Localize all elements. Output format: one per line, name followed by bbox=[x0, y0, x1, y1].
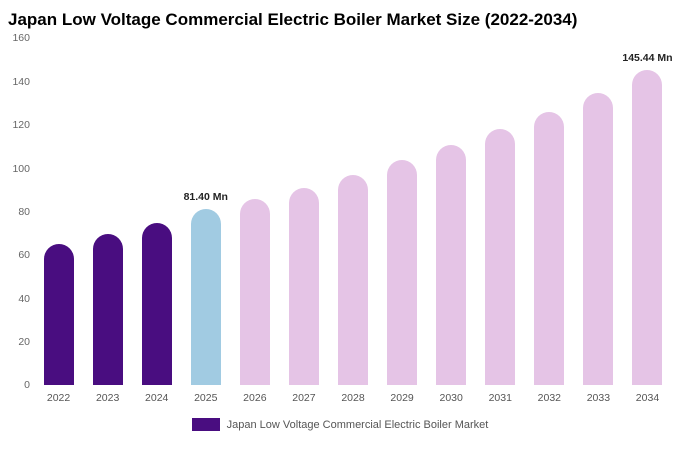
bar-value-label: 81.40 Mn bbox=[183, 190, 228, 203]
bar-column: 2024 bbox=[132, 38, 181, 404]
x-axis-label: 2028 bbox=[341, 392, 365, 405]
bar bbox=[485, 129, 516, 386]
bar-area bbox=[34, 38, 83, 386]
bar-column: 2033 bbox=[574, 38, 623, 404]
bar-column: 81.40 Mn 2025 bbox=[181, 38, 230, 405]
bar-column: 2026 bbox=[230, 38, 279, 404]
legend-label: Japan Low Voltage Commercial Electric Bo… bbox=[226, 418, 489, 431]
x-axis-label: 2031 bbox=[488, 392, 512, 405]
y-tick-label: 100 bbox=[12, 162, 30, 175]
bar-area bbox=[427, 38, 476, 386]
bar-area bbox=[476, 38, 525, 386]
x-axis-label: 2027 bbox=[292, 392, 316, 405]
x-axis-label: 2033 bbox=[586, 392, 611, 405]
x-axis-label: 2023 bbox=[95, 392, 120, 405]
x-axis-label: 2029 bbox=[390, 392, 414, 405]
bar bbox=[632, 69, 663, 386]
bar-column: 2022 bbox=[34, 38, 83, 404]
bar bbox=[43, 244, 74, 386]
page-title: Japan Low Voltage Commercial Electric Bo… bbox=[8, 10, 578, 29]
y-tick-label: 140 bbox=[12, 75, 30, 88]
y-tick-label: 40 bbox=[18, 292, 30, 305]
y-tick-label: 20 bbox=[18, 336, 30, 349]
y-tick-label: 60 bbox=[18, 249, 30, 262]
bar bbox=[141, 222, 172, 386]
y-axis: 0 20 40 60 80 100 120 140 160 bbox=[8, 32, 34, 391]
bar-area bbox=[574, 38, 623, 386]
x-axis-label: 2030 bbox=[439, 392, 463, 405]
bar-column: 2030 bbox=[427, 38, 476, 404]
bar-column: 2027 bbox=[279, 38, 328, 404]
x-axis-label: 2024 bbox=[145, 392, 169, 405]
x-axis-label: 2026 bbox=[243, 392, 267, 405]
bar-column: 145.44 Mn 2034 bbox=[622, 38, 673, 405]
x-axis-label: 2034 bbox=[635, 392, 660, 405]
bar-chart: 0 20 40 60 80 100 120 140 160 2022 2023 2024 81.40 … bbox=[8, 32, 673, 405]
y-tick-label: 80 bbox=[18, 205, 30, 218]
y-tick-label: 160 bbox=[12, 32, 30, 45]
bar-area: 81.40 Mn bbox=[181, 38, 230, 386]
bar-column: 2029 bbox=[378, 38, 427, 404]
bar bbox=[436, 144, 467, 386]
bar bbox=[338, 175, 368, 386]
bar bbox=[534, 112, 565, 386]
bar-area bbox=[83, 38, 132, 386]
bar-column: 2023 bbox=[83, 38, 132, 404]
y-tick-label: 120 bbox=[12, 119, 30, 132]
bar-area: 145.44 Mn bbox=[622, 38, 673, 386]
x-axis-label: 2032 bbox=[537, 392, 561, 405]
bar-column: 2028 bbox=[328, 38, 377, 404]
bar-column: 2031 bbox=[476, 38, 525, 404]
x-axis-label: 2025 bbox=[194, 392, 218, 405]
bar bbox=[190, 208, 221, 386]
bar-column: 2032 bbox=[525, 38, 574, 404]
bar-area bbox=[525, 38, 574, 386]
bar bbox=[92, 233, 123, 386]
bar bbox=[583, 92, 614, 386]
bar-area bbox=[279, 38, 328, 386]
bar-area bbox=[378, 38, 427, 386]
bar bbox=[239, 198, 270, 386]
bar bbox=[288, 188, 319, 386]
x-axis-label: 2022 bbox=[46, 392, 71, 405]
bar-area bbox=[328, 38, 377, 386]
legend: Japan Low Voltage Commercial Electric Bo… bbox=[8, 418, 672, 432]
bar bbox=[387, 159, 418, 386]
bar-area bbox=[230, 38, 279, 386]
bar-area bbox=[132, 38, 181, 386]
plot-area: 2022 2023 2024 81.40 Mn 2025 2026 2027 2028 2029… bbox=[34, 38, 673, 405]
legend-swatch bbox=[191, 418, 220, 432]
y-tick-label: 0 bbox=[24, 379, 30, 392]
bar-value-label: 145.44 Mn bbox=[622, 51, 673, 64]
